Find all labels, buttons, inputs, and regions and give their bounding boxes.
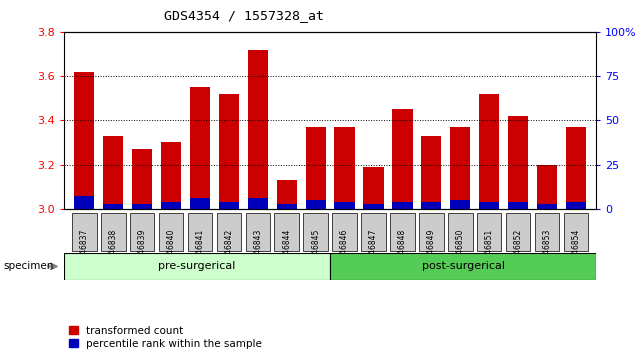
Bar bbox=[74, 196, 94, 209]
Bar bbox=[566, 127, 586, 209]
Text: post-surgerical: post-surgerical bbox=[422, 261, 504, 272]
Bar bbox=[450, 200, 470, 209]
Text: GSM746845: GSM746845 bbox=[311, 229, 320, 275]
Bar bbox=[247, 50, 268, 209]
Text: GSM746854: GSM746854 bbox=[571, 229, 580, 275]
Text: GSM746852: GSM746852 bbox=[513, 229, 522, 275]
Bar bbox=[190, 87, 210, 209]
FancyBboxPatch shape bbox=[506, 213, 530, 251]
Bar bbox=[421, 202, 442, 209]
Bar bbox=[335, 127, 354, 209]
Text: GSM746844: GSM746844 bbox=[282, 229, 291, 275]
Bar bbox=[450, 127, 470, 209]
Text: GSM746848: GSM746848 bbox=[398, 229, 407, 275]
FancyBboxPatch shape bbox=[535, 213, 559, 251]
FancyBboxPatch shape bbox=[72, 213, 97, 251]
Text: GSM746841: GSM746841 bbox=[196, 229, 204, 275]
FancyBboxPatch shape bbox=[217, 213, 241, 251]
Bar bbox=[392, 109, 413, 209]
FancyBboxPatch shape bbox=[332, 213, 357, 251]
Bar bbox=[537, 204, 557, 209]
FancyBboxPatch shape bbox=[159, 213, 183, 251]
Bar bbox=[508, 202, 528, 209]
Text: GSM746840: GSM746840 bbox=[167, 229, 176, 275]
Bar bbox=[392, 202, 413, 209]
Bar bbox=[219, 202, 239, 209]
FancyBboxPatch shape bbox=[563, 213, 588, 251]
Text: specimen: specimen bbox=[3, 261, 54, 271]
Bar bbox=[306, 127, 326, 209]
Text: GSM746847: GSM746847 bbox=[369, 229, 378, 275]
Text: pre-surgerical: pre-surgerical bbox=[158, 261, 236, 272]
FancyBboxPatch shape bbox=[330, 253, 596, 280]
Text: GSM746851: GSM746851 bbox=[485, 229, 494, 275]
FancyBboxPatch shape bbox=[303, 213, 328, 251]
Bar bbox=[161, 143, 181, 209]
FancyBboxPatch shape bbox=[274, 213, 299, 251]
Bar bbox=[306, 200, 326, 209]
Bar bbox=[132, 204, 153, 209]
Text: GDS4354 / 1557328_at: GDS4354 / 1557328_at bbox=[163, 9, 324, 22]
Bar bbox=[335, 202, 354, 209]
Legend: transformed count, percentile rank within the sample: transformed count, percentile rank withi… bbox=[69, 326, 262, 349]
Text: GSM746843: GSM746843 bbox=[253, 229, 262, 275]
Text: GSM746842: GSM746842 bbox=[224, 229, 233, 275]
Bar bbox=[508, 116, 528, 209]
Text: GSM746850: GSM746850 bbox=[456, 229, 465, 275]
Bar bbox=[161, 202, 181, 209]
FancyBboxPatch shape bbox=[419, 213, 444, 251]
FancyBboxPatch shape bbox=[188, 213, 212, 251]
FancyBboxPatch shape bbox=[390, 213, 415, 251]
Bar bbox=[74, 72, 94, 209]
Text: GSM746838: GSM746838 bbox=[109, 229, 118, 275]
Text: GSM746839: GSM746839 bbox=[138, 229, 147, 275]
Bar bbox=[190, 198, 210, 209]
FancyBboxPatch shape bbox=[361, 213, 386, 251]
Bar bbox=[277, 204, 297, 209]
FancyBboxPatch shape bbox=[448, 213, 472, 251]
Bar bbox=[537, 165, 557, 209]
FancyBboxPatch shape bbox=[246, 213, 270, 251]
Bar bbox=[219, 94, 239, 209]
Bar bbox=[103, 136, 123, 209]
Bar bbox=[363, 204, 383, 209]
Text: GSM746849: GSM746849 bbox=[427, 229, 436, 275]
FancyBboxPatch shape bbox=[477, 213, 501, 251]
FancyBboxPatch shape bbox=[130, 213, 154, 251]
Text: GSM746846: GSM746846 bbox=[340, 229, 349, 275]
Bar bbox=[479, 202, 499, 209]
Bar bbox=[566, 202, 586, 209]
Bar bbox=[479, 94, 499, 209]
FancyBboxPatch shape bbox=[64, 253, 330, 280]
Text: GSM746837: GSM746837 bbox=[80, 229, 89, 275]
Bar bbox=[103, 204, 123, 209]
Bar bbox=[363, 167, 383, 209]
Bar bbox=[421, 136, 442, 209]
Bar bbox=[277, 180, 297, 209]
Text: GSM746853: GSM746853 bbox=[542, 229, 551, 275]
FancyBboxPatch shape bbox=[101, 213, 126, 251]
Bar bbox=[132, 149, 153, 209]
Bar bbox=[247, 198, 268, 209]
